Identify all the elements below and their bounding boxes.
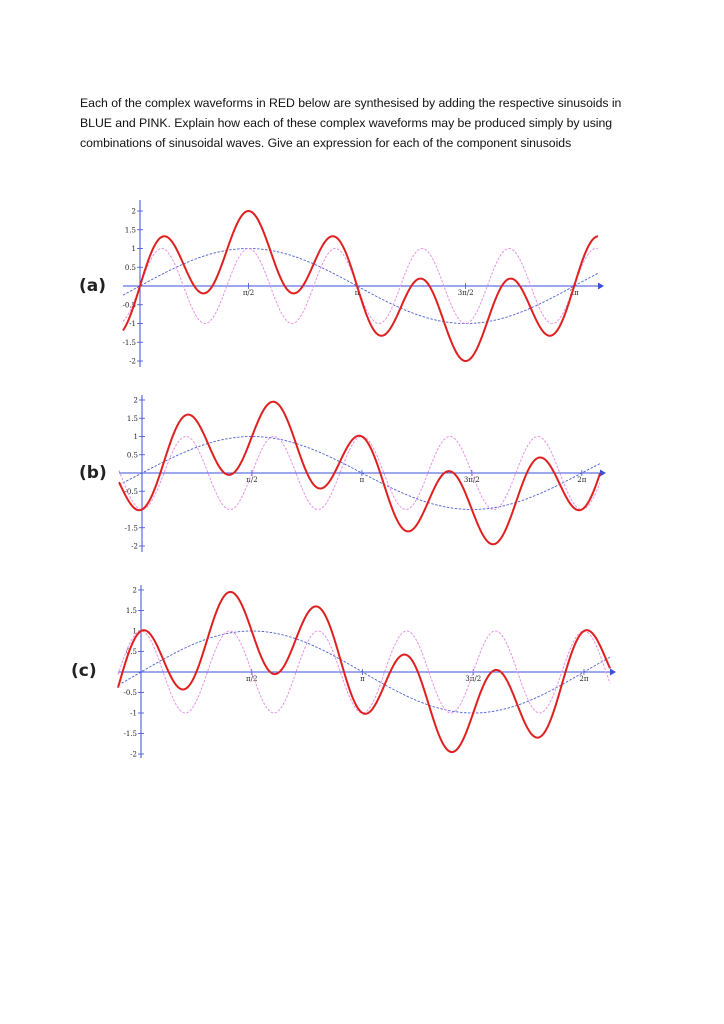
paragraph-line: Each of the complex waveforms in RED bel… — [80, 96, 622, 110]
waveform-chart-a: 2 1.5 1 0.5 -0.5 -1 -1.5 -2 π/2 π 3π/2 2π — [122, 200, 604, 367]
x-axis-arrow-icon — [598, 282, 604, 290]
x-tick-label: π — [360, 476, 365, 484]
panel-label-a: (a) — [79, 276, 107, 296]
x-tick-label: π — [360, 675, 365, 683]
y-tick-label: 0.5 — [126, 648, 137, 656]
waveform-chart-b: 2 1.5 1 0.5 -0.5 -1.5 -2 π/2 π 3π/2 2π — [118, 395, 606, 552]
series-blue-component — [117, 630, 611, 714]
y-tick-label: -2 — [131, 543, 138, 551]
x-axis-arrow-icon — [600, 469, 606, 477]
panel-label-b: (b) — [79, 463, 107, 483]
series-red-sum — [117, 590, 611, 754]
y-tick-label: 1 — [133, 628, 137, 636]
x-tick-label: π/2 — [246, 476, 257, 484]
paragraph-line: BLUE and PINK. Explain how each of these… — [80, 116, 613, 130]
x-tick-label: 2π — [570, 289, 579, 297]
y-tick-label: -0.5 — [125, 488, 139, 496]
x-tick-label: 2π — [577, 476, 586, 484]
y-tick-label: 1.5 — [126, 607, 137, 615]
y-tick-label: -1.5 — [123, 339, 137, 347]
y-tick-label: 1 — [132, 245, 136, 253]
y-tick-label: 1 — [134, 433, 138, 441]
series-pink-component — [118, 435, 601, 511]
y-tick-label: -0.5 — [124, 689, 138, 697]
y-tick-label: -2 — [130, 751, 137, 759]
x-tick-label: 2π — [579, 675, 588, 683]
paragraph-line: combinations of sinusoidal waves. Give a… — [80, 136, 572, 150]
x-tick-label: π/2 — [243, 289, 254, 297]
series-blue-component — [118, 436, 601, 510]
y-tick-label: -1.5 — [125, 524, 139, 532]
y-tick-label: 0.5 — [127, 451, 138, 459]
y-tick-label: -2 — [129, 358, 136, 366]
y-tick-label: 1.5 — [127, 415, 138, 423]
waveform-chart-c: 2 1.5 1 0.5 -0.5 -1 -1.5 -2 π/2 π 3π/2 2π — [117, 585, 616, 759]
panel-label-c: (c) — [71, 661, 97, 681]
series-blue-component — [122, 248, 599, 324]
y-tick-label: -1.5 — [124, 730, 138, 738]
y-tick-label: 0.5 — [125, 264, 136, 272]
y-tick-label: 2 — [134, 397, 138, 405]
x-tick-label: π/2 — [246, 675, 257, 683]
x-tick-label: 3π/2 — [465, 675, 481, 683]
y-tick-label: -1 — [130, 710, 137, 718]
series-red-sum — [122, 209, 599, 362]
x-tick-label: 3π/2 — [458, 289, 474, 297]
y-tick-label: -1 — [129, 320, 136, 328]
question-paragraph: Each of the complex waveforms in RED bel… — [80, 93, 640, 153]
y-tick-label: 1.5 — [125, 226, 136, 234]
y-tick-label: 2 — [133, 587, 137, 595]
x-axis-arrow-icon — [610, 668, 616, 676]
y-tick-label: -0.5 — [123, 301, 137, 309]
y-tick-label: 2 — [132, 208, 136, 216]
series-red-sum — [118, 400, 601, 546]
x-tick-label: 3π/2 — [464, 476, 480, 484]
x-tick-label: π — [355, 289, 360, 297]
